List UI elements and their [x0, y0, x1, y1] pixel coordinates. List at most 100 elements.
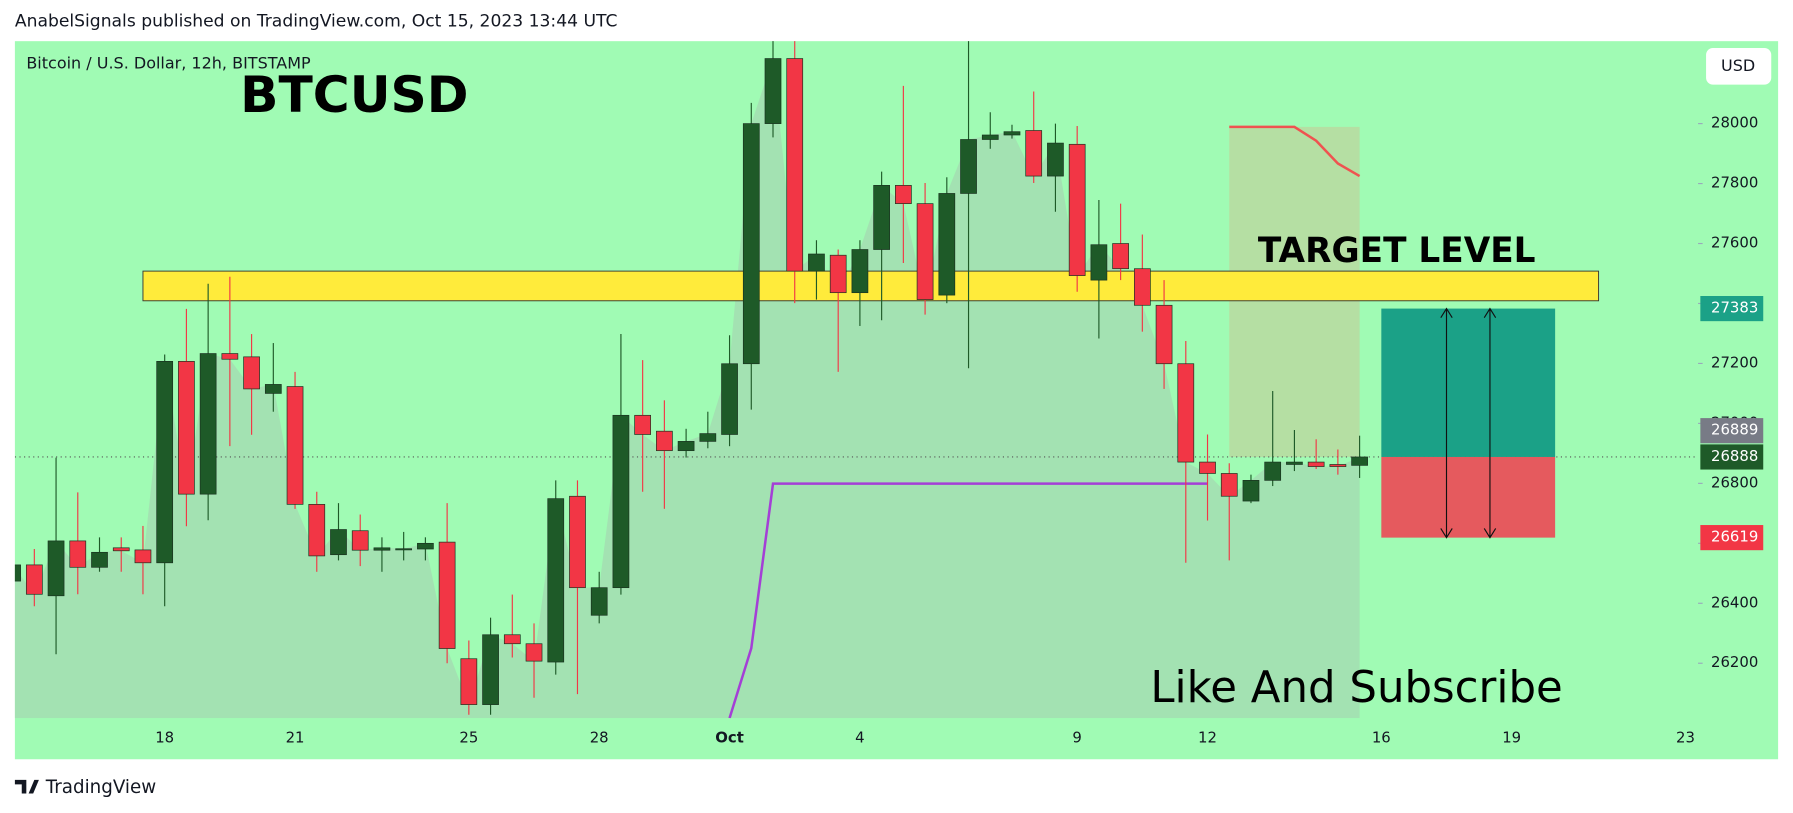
y-tick-label: 27600 [1711, 234, 1758, 252]
candle-body [1329, 464, 1347, 467]
x-tick-label: 12 [1198, 729, 1217, 747]
annotation: Like And Subscribe [1150, 663, 1562, 713]
x-tick-label: 21 [286, 729, 305, 747]
candle-body [1220, 473, 1238, 497]
candle-body [199, 353, 217, 495]
candle-body [91, 551, 108, 568]
y-tick-label: 26400 [1711, 593, 1758, 611]
candle-body [308, 503, 326, 557]
candle-body [1307, 461, 1325, 467]
candle-body [1025, 130, 1043, 177]
price-label: 26888 [1711, 447, 1758, 465]
candle-body [1047, 142, 1064, 177]
candle-body [47, 540, 65, 597]
annotation: BTCUSD [240, 65, 468, 124]
candle-body [178, 360, 195, 495]
candle-body [438, 541, 456, 649]
x-tick-label: 18 [155, 729, 174, 747]
candle-body [1155, 304, 1173, 365]
candle-body [829, 254, 847, 294]
price-label: 26889 [1711, 421, 1758, 439]
candle-body [938, 193, 956, 296]
candle-body [264, 384, 282, 394]
candle-body [482, 634, 499, 705]
candle-body [1177, 363, 1195, 463]
price-label-box [1700, 296, 1764, 322]
publisher-line: AnabelSignals published on TradingView.c… [15, 12, 618, 32]
candle-body [1286, 461, 1303, 465]
candle-body [503, 634, 521, 645]
candle-body [351, 530, 369, 551]
currency-button[interactable] [1706, 48, 1772, 85]
candle-body [851, 249, 869, 294]
candle-body [286, 386, 304, 505]
position-arrow [1440, 307, 1453, 539]
candle-body [330, 529, 347, 556]
candle-body [1090, 244, 1108, 281]
candle-body [417, 542, 434, 550]
candle-body [916, 203, 934, 300]
profit-box [1381, 308, 1556, 457]
price-label: 27383 [1711, 299, 1758, 317]
price-label-box [1700, 525, 1764, 551]
y-tick-label: 28000 [1711, 114, 1758, 132]
loss-box [1381, 456, 1556, 538]
price-label-box [1700, 418, 1764, 444]
target-zone [142, 270, 1600, 302]
currency-label: USD [1721, 56, 1755, 75]
candle-body [1068, 143, 1086, 276]
candle-body [112, 547, 130, 552]
candle-body [14, 564, 21, 582]
candle-body [764, 58, 782, 124]
candle-body [156, 360, 174, 564]
candle-body [742, 123, 760, 365]
plot [14, 41, 1699, 719]
y-tick-label: 27800 [1711, 174, 1758, 192]
candle-body [1351, 456, 1368, 466]
candle-body [895, 185, 912, 204]
x-tick-label: 19 [1502, 729, 1521, 747]
x-tick-label: 16 [1372, 729, 1391, 747]
x-tick-label: 4 [855, 729, 864, 747]
candle-body [1112, 243, 1129, 270]
candle-body [243, 356, 260, 390]
candle-body [547, 498, 565, 663]
candle-body [656, 430, 673, 452]
candle-body [1133, 268, 1151, 306]
candle-body [134, 549, 152, 564]
candle-body [1199, 461, 1216, 474]
candle-body [395, 548, 413, 551]
candle-body [25, 564, 43, 595]
chart-title: Bitcoin / U.S. Dollar, 12h, BITSTAMP [26, 54, 311, 73]
candle-body [612, 414, 630, 589]
candle-body [525, 643, 543, 662]
candle-body [699, 433, 717, 442]
candle-body [786, 58, 804, 272]
candle-body [1242, 480, 1260, 502]
candle-body [590, 587, 608, 616]
candle-body [69, 540, 87, 568]
candle-body [960, 139, 977, 194]
candle-body [634, 414, 651, 435]
axis: 2620026400266002680027000272002740027600… [155, 114, 1764, 747]
x-tick-label: 23 [1676, 729, 1695, 747]
annotation: TARGET LEVEL [1258, 231, 1536, 271]
candle-body [221, 353, 239, 360]
position-arrow [1483, 307, 1497, 539]
candle-body [981, 134, 999, 140]
candle-body [569, 495, 586, 589]
x-tick-label: 9 [1072, 729, 1081, 747]
candle-body [873, 185, 890, 250]
close-area [14, 58, 1360, 719]
candle-body [677, 441, 695, 452]
candle-body [460, 658, 478, 705]
candle-body [1003, 131, 1021, 136]
candle-body [721, 363, 738, 435]
overlay-line [1229, 125, 1361, 178]
candle-body [373, 547, 391, 551]
candle-body [808, 253, 825, 272]
y-tick-label: 26800 [1711, 473, 1758, 491]
price-label-box [1700, 444, 1764, 470]
